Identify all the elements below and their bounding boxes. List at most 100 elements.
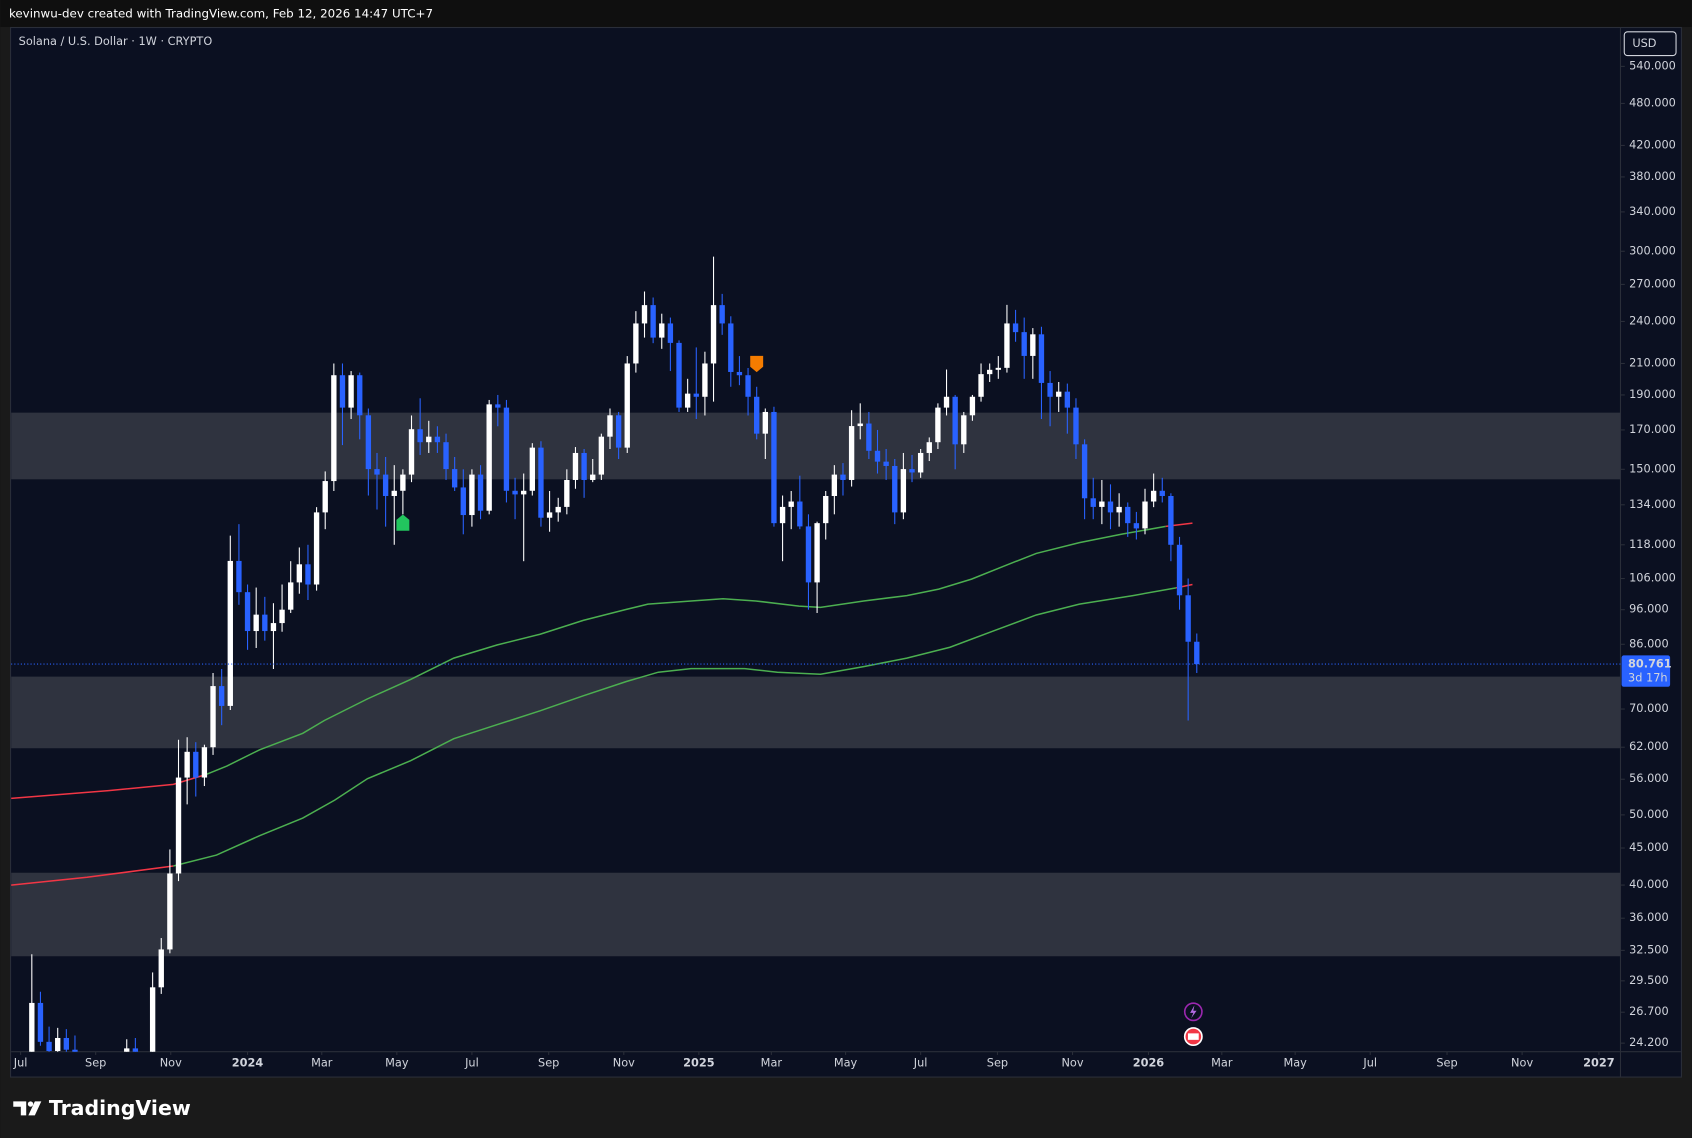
zone — [11, 872, 1621, 957]
candle-body — [72, 1049, 78, 1052]
y-tick-label: 56.000 — [1629, 771, 1669, 785]
candle-body — [797, 501, 803, 527]
candle-body — [1030, 334, 1036, 356]
x-tick-label: Mar — [311, 1056, 333, 1070]
candle-body — [374, 469, 380, 475]
candle-body — [667, 323, 674, 343]
candle-body — [546, 512, 553, 518]
x-tick-label: 2027 — [1583, 1056, 1615, 1070]
candle-body — [892, 465, 898, 513]
candle-body — [702, 363, 708, 397]
candle-body — [1064, 391, 1071, 408]
candle-body — [184, 751, 190, 778]
caption: kevinwu-dev created with TradingView.com… — [9, 7, 433, 21]
candle-body — [1176, 544, 1183, 596]
y-tick-label: 29.500 — [1629, 973, 1669, 987]
candle-body — [331, 375, 337, 482]
candle-body — [426, 436, 432, 443]
candle-body — [1090, 498, 1096, 507]
candle-body — [788, 501, 794, 507]
candle-body — [952, 396, 958, 445]
x-tick-label: Jul — [1362, 1056, 1377, 1070]
candle-body — [322, 481, 328, 513]
candle-body — [969, 396, 976, 416]
candle-body — [357, 375, 363, 416]
x-tick-label: Jul — [464, 1056, 479, 1070]
x-tick-label: Nov — [160, 1056, 182, 1070]
candle-body — [754, 396, 760, 434]
x-tick-label: Nov — [613, 1056, 635, 1070]
candle-body — [1047, 382, 1053, 397]
plot-area — [11, 256, 1621, 1052]
chart-title: Solana / U.S. Dollar · 1W · CRYPTO — [19, 34, 213, 48]
x-tick-label: 2024 — [232, 1056, 264, 1070]
candle-body — [1012, 323, 1019, 333]
candle-body — [193, 751, 199, 778]
candle-body — [279, 609, 285, 624]
brand-logo — [13, 1101, 42, 1116]
candle-body — [167, 873, 173, 950]
currency-button[interactable] — [1623, 31, 1677, 57]
y-tick-label: 62.000 — [1629, 739, 1669, 753]
candle-body — [684, 393, 691, 408]
candle-body — [564, 479, 570, 507]
candle-body — [848, 426, 855, 480]
candle-body — [987, 369, 993, 375]
y-tick-label: 70.000 — [1629, 701, 1669, 715]
candle-body — [590, 474, 596, 480]
candle-body — [719, 305, 725, 324]
event-icon-glyph — [1187, 1033, 1199, 1040]
y-tick-label: 32.500 — [1629, 942, 1669, 956]
candle-body — [55, 1037, 61, 1052]
x-tick-label: May — [385, 1056, 409, 1070]
x-tick-label: Mar — [1211, 1056, 1233, 1070]
candle-body — [244, 592, 251, 632]
candle-body — [227, 560, 233, 706]
x-tick-label: Nov — [1511, 1056, 1533, 1070]
x-tick-label: Nov — [1061, 1056, 1083, 1070]
top-bar — [0, 0, 1692, 27]
candle-body — [745, 375, 751, 397]
candle-body — [633, 323, 639, 364]
candle-body — [149, 987, 156, 1052]
y-tick-label: 96.000 — [1629, 602, 1669, 616]
candle-body — [305, 564, 311, 585]
candle-body — [814, 523, 820, 583]
logo-mark — [28, 1101, 42, 1116]
y-tick-label: 40.000 — [1629, 877, 1669, 891]
candle-body — [503, 407, 510, 491]
candle-body — [762, 411, 768, 434]
x-tick-label: 2026 — [1133, 1056, 1165, 1070]
candle-body — [495, 404, 501, 408]
currency[interactable]: USD — [1632, 36, 1656, 50]
candle-body — [400, 474, 406, 491]
candle-body — [779, 506, 786, 524]
candle-body — [477, 474, 484, 511]
y-tick-label: 45.000 — [1629, 840, 1669, 854]
candle-body — [598, 436, 605, 475]
candle-body — [1056, 391, 1062, 397]
candle-body — [391, 490, 397, 496]
candle-body — [37, 1002, 44, 1042]
candle-body — [917, 452, 924, 473]
candle-body — [1099, 501, 1105, 507]
last-price-box — [1621, 655, 1671, 687]
candle-body — [581, 452, 587, 480]
candle-body — [943, 396, 950, 408]
event-icons — [1183, 1002, 1203, 1047]
y-tick-label: 420.000 — [1629, 137, 1676, 151]
candle-body — [158, 949, 164, 988]
y-tick-label: 480.000 — [1629, 95, 1676, 109]
y-tick-label: 26.700 — [1629, 1004, 1669, 1018]
candle-body — [771, 411, 777, 524]
x-tick-label: Jul — [913, 1056, 928, 1070]
candle-body — [805, 526, 812, 583]
y-tick-label: 106.000 — [1629, 571, 1676, 585]
candle-body — [1168, 495, 1174, 545]
y-tick-label: 190.000 — [1629, 387, 1676, 401]
candle-body — [521, 490, 527, 495]
candle-body — [529, 447, 535, 491]
zone — [11, 676, 1621, 749]
